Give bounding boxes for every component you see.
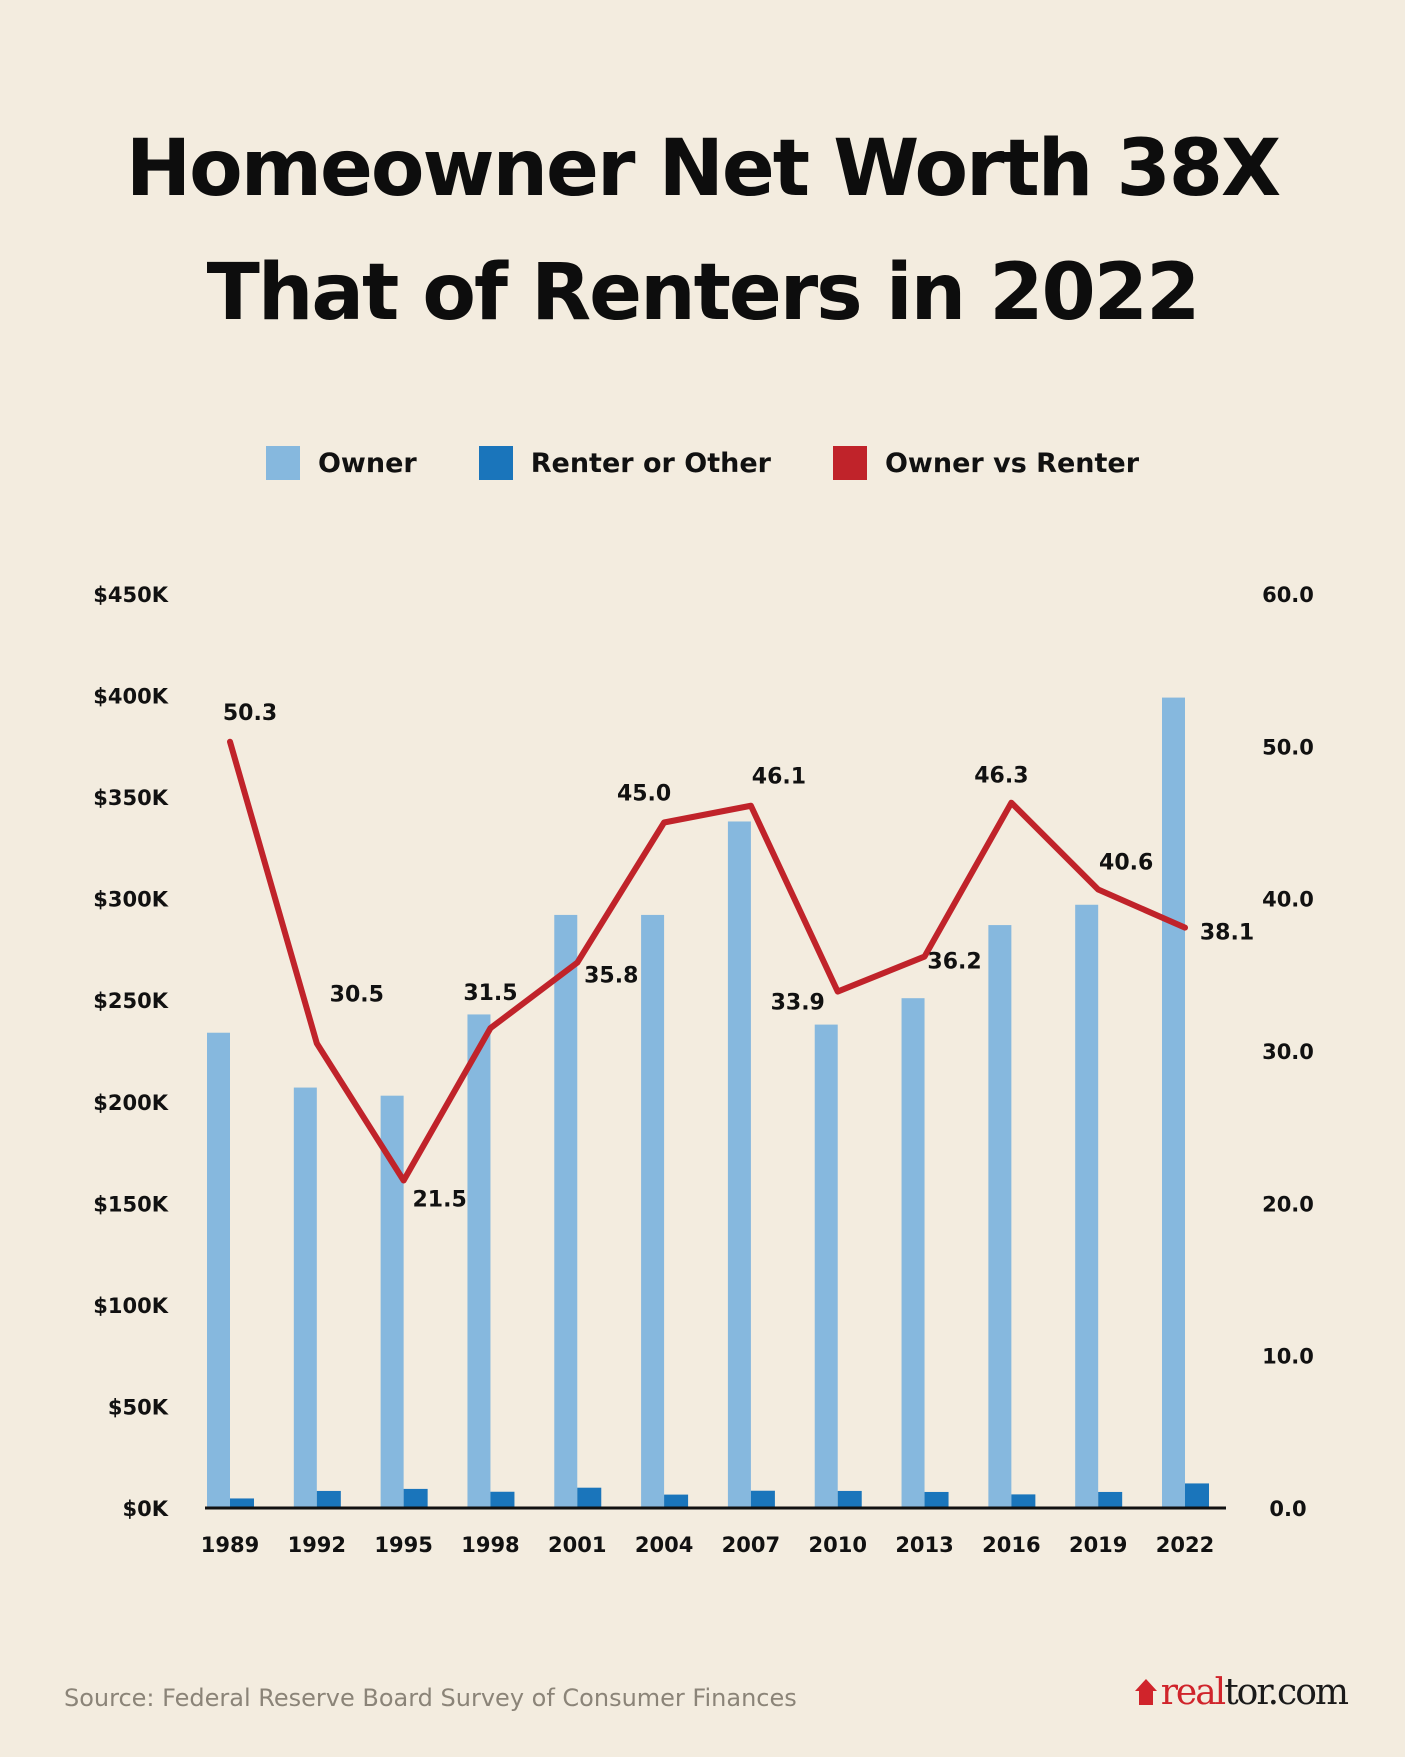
x-axis-tick-label: 2001 (548, 1533, 606, 1557)
renter-bar (1011, 1494, 1036, 1508)
legend-swatch-renter (478, 446, 513, 480)
logo-text-dark: tor.com (1224, 1672, 1349, 1713)
renter-bar (750, 1490, 775, 1508)
owner-bar (554, 914, 578, 1508)
left-axis-tick-label: $350K (93, 786, 168, 810)
renter-bar (316, 1490, 341, 1508)
owner-bar (293, 1087, 317, 1508)
x-axis-tick-label: 2019 (1069, 1533, 1127, 1557)
source-note: Source: Federal Reserve Board Survey of … (64, 1684, 797, 1712)
renter-bar (1098, 1491, 1123, 1508)
renter-bar (403, 1488, 428, 1508)
owner-bar (380, 1095, 404, 1508)
right-axis-tick-label: 0.0 (1269, 1497, 1306, 1521)
ratio-data-label: 36.2 (927, 950, 981, 975)
legend-label-renter: Renter or Other (530, 447, 771, 479)
right-axis-tick-label: 50.0 (1262, 735, 1314, 759)
left-axis-tick-label: $400K (93, 685, 168, 709)
left-axis-tick-label: $50K (108, 1395, 169, 1419)
renter-bar (664, 1494, 689, 1508)
legend-label-ratio: Owner vs Renter (884, 447, 1140, 479)
ratio-line (227, 738, 1188, 1184)
owner-bar (814, 1024, 838, 1508)
ratio-data-label: 45.0 (617, 782, 671, 807)
x-axis-tick-label: 2016 (982, 1533, 1040, 1557)
renter-bar (1185, 1483, 1209, 1508)
legend-item-ratio: Owner vs Renter (832, 446, 1140, 480)
owner-bar (467, 1014, 491, 1508)
chart-title-line-1: Homeowner Net Worth 38X (125, 124, 1281, 214)
right-axis-tick-label: 10.0 (1262, 1345, 1314, 1369)
owner-bar (641, 914, 665, 1508)
left-axis-tick-label: $100K (93, 1294, 168, 1318)
x-axis-tick-label: 2010 (809, 1533, 867, 1557)
legend-swatch-ratio (832, 446, 867, 480)
ratio-data-label: 31.5 (463, 981, 517, 1006)
logo-text-red: real (1160, 1672, 1226, 1713)
owner-bar (207, 1032, 230, 1508)
legend-item-renter: Renter or Other (478, 446, 771, 480)
renter-bar (924, 1491, 949, 1508)
ratio-data-label: 21.5 (412, 1187, 466, 1212)
ratio-data-label: 35.8 (584, 964, 638, 989)
renter-bar (577, 1487, 602, 1508)
ratio-data-label: 33.9 (771, 991, 825, 1016)
x-axis-tick-label: 1992 (288, 1533, 346, 1557)
ratio-data-label: 46.1 (752, 765, 806, 790)
right-axis-tick-label: 60.0 (1262, 583, 1314, 607)
right-axis-tick-label: 40.0 (1262, 888, 1314, 912)
ratio-data-label: 50.3 (223, 701, 277, 726)
owner-bar (1075, 904, 1099, 1508)
left-axis-tick-label: $0K (123, 1497, 169, 1521)
legend-label-owner: Owner (317, 447, 417, 479)
x-axis-tick-label: 1998 (461, 1533, 519, 1557)
owner-bar (901, 998, 925, 1508)
left-axis-tick-label: $150K (93, 1192, 168, 1216)
x-axis-tick-label: 2004 (635, 1533, 693, 1557)
right-axis-tick-label: 20.0 (1262, 1192, 1314, 1216)
x-axis-tick-label: 2022 (1156, 1533, 1214, 1557)
x-axis-tick-label: 2007 (722, 1533, 780, 1557)
ratio-data-label: 30.5 (330, 982, 384, 1007)
realtor-logo: real tor.com (1134, 1672, 1349, 1713)
x-axis-tick-label: 1995 (374, 1533, 432, 1557)
owner-bar (1162, 697, 1185, 1508)
ratio-data-label: 38.1 (1200, 921, 1254, 946)
renter-bar (837, 1490, 862, 1508)
left-axis-tick-label: $450K (93, 583, 168, 607)
x-axis-tick-label: 2013 (895, 1533, 953, 1557)
right-axis-tick-label: 30.0 (1262, 1040, 1314, 1064)
renter-bar (230, 1498, 254, 1508)
legend: Owner Renter or Other Owner vs Renter (0, 446, 1405, 480)
chart-title-line-2: That of Renters in 2022 (206, 248, 1201, 338)
legend-swatch-owner (265, 446, 300, 480)
owner-bar (727, 821, 751, 1508)
ratio-data-label: 40.6 (1099, 851, 1153, 876)
house-icon (1134, 1678, 1157, 1705)
left-axis-tick-label: $250K (93, 989, 168, 1013)
left-axis-tick-label: $300K (93, 888, 168, 912)
renter-bar (490, 1491, 515, 1508)
legend-item-owner: Owner (265, 446, 417, 480)
left-axis-tick-label: $200K (93, 1091, 168, 1115)
x-axis-tick-label: 1989 (201, 1533, 259, 1557)
owner-bar (988, 925, 1012, 1508)
ratio-data-label: 46.3 (974, 764, 1028, 789)
